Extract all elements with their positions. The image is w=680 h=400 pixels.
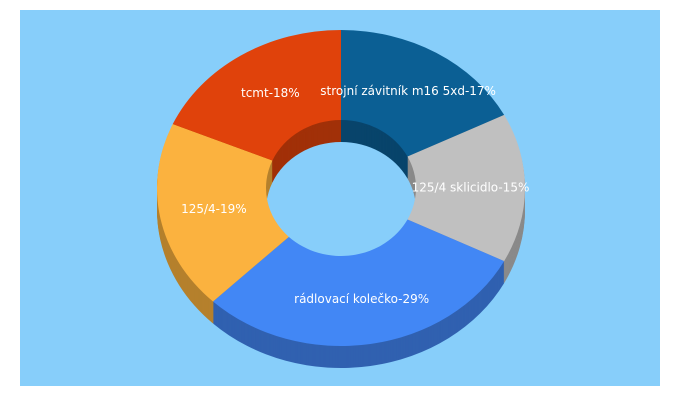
slice-label: tcmt-18% (241, 86, 300, 100)
slice-label: 125/4-19% (181, 202, 247, 216)
slice (212, 219, 505, 346)
slice-label: rádlovací kolečko-29% (294, 292, 429, 306)
slice (156, 124, 289, 302)
slice-label: 125/4 sklicidlo-15% (412, 181, 530, 195)
slice (407, 114, 526, 262)
slice-label: strojní závitník m16 5xd-17% (320, 84, 496, 98)
slice (341, 30, 505, 157)
slice (172, 30, 341, 161)
